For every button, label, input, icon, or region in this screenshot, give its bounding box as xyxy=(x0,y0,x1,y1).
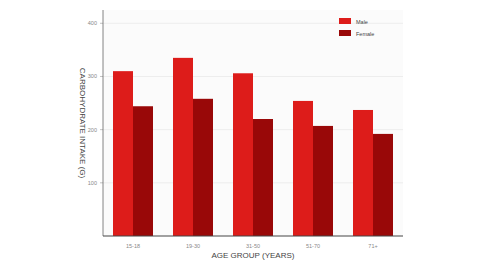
y-axis xyxy=(103,10,104,236)
x-tick-label: 51-70 xyxy=(306,243,320,249)
bar xyxy=(113,71,133,236)
y-tick-label: 100 xyxy=(88,180,97,186)
tick-mark xyxy=(100,129,103,130)
bars xyxy=(113,58,393,236)
tick-mark xyxy=(100,23,103,24)
y-tick-label: 400 xyxy=(88,20,97,26)
y-tick-label: 200 xyxy=(88,127,97,133)
x-axis-title: AGE GROUP (YEARS) xyxy=(212,251,295,260)
y-axis-title: CARBOHYDRATE INTAKE (G) xyxy=(78,68,87,179)
x-tick-label: 19-30 xyxy=(186,243,200,249)
bar xyxy=(353,110,373,236)
bar xyxy=(193,99,213,236)
chart-svg: 100 200 300 400 15-18 19-30 31-50 51-70 71+ AGE G… xyxy=(0,0,480,270)
legend-swatch xyxy=(339,30,351,36)
legend-label: Male xyxy=(356,19,368,25)
legend-swatch xyxy=(339,18,351,24)
x-axis xyxy=(103,236,403,237)
bar xyxy=(253,119,273,236)
plot-background xyxy=(103,10,403,236)
bar xyxy=(373,134,393,236)
x-tick-label: 31-50 xyxy=(246,243,260,249)
tick-mark xyxy=(100,76,103,77)
bar xyxy=(233,73,253,236)
bar xyxy=(313,126,333,236)
bar xyxy=(293,101,313,236)
chart-container: 100 200 300 400 15-18 19-30 31-50 51-70 71+ AGE G… xyxy=(0,0,480,270)
legend-label: Female xyxy=(356,31,374,37)
tick-mark xyxy=(100,182,103,183)
x-tick-label: 15-18 xyxy=(126,243,140,249)
bar xyxy=(173,58,193,236)
x-tick-label: 71+ xyxy=(368,243,377,249)
y-tick-label: 300 xyxy=(88,73,97,79)
bar xyxy=(133,106,153,236)
